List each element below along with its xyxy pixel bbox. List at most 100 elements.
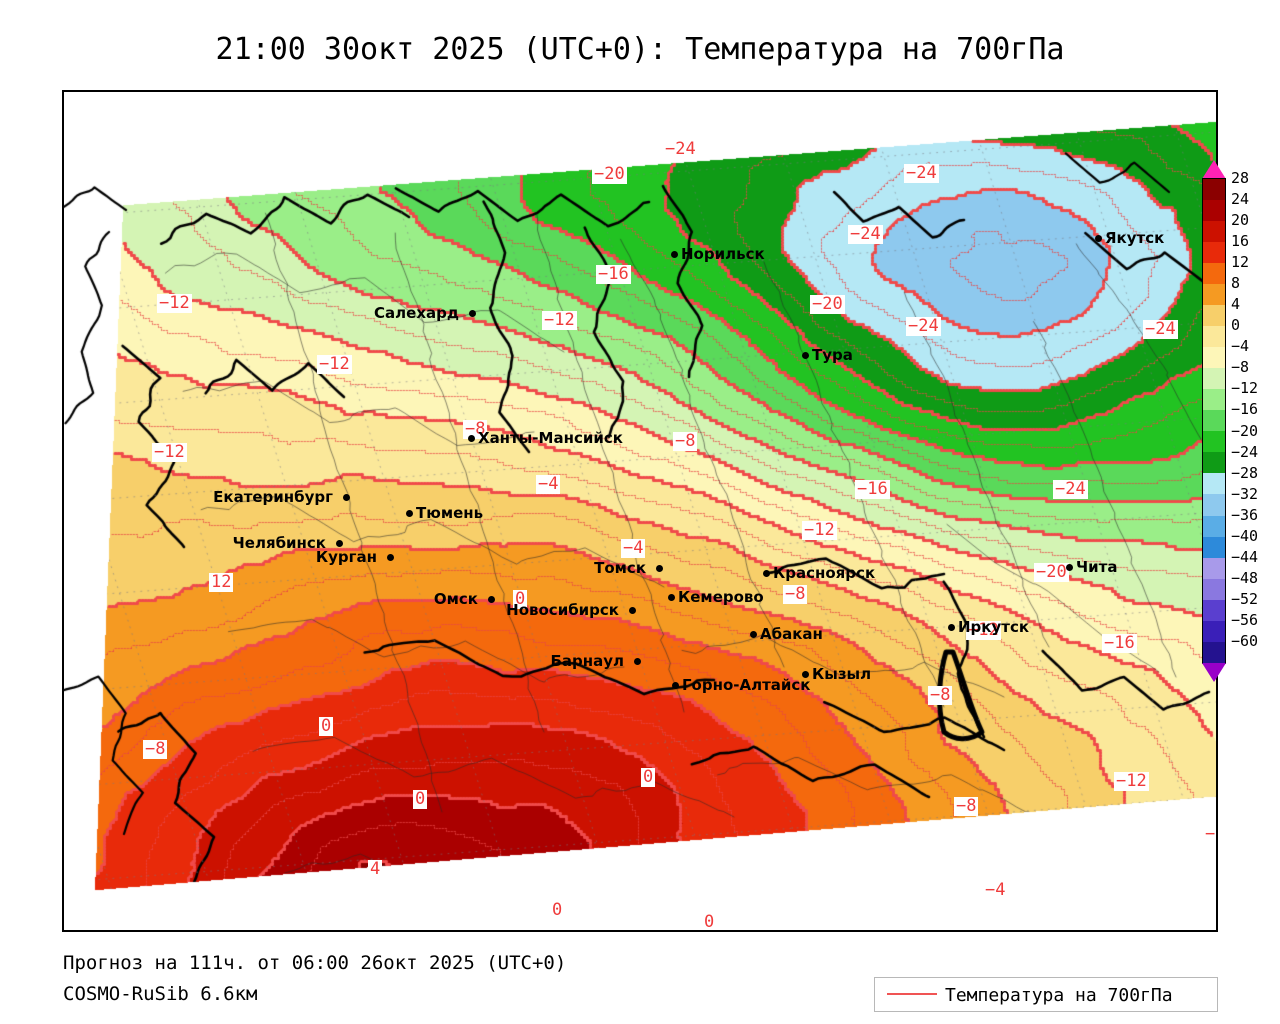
- contour-label: −8: [783, 584, 808, 604]
- colorbar-swatch: [1203, 473, 1225, 495]
- city-label: Иркутск: [958, 618, 1030, 636]
- colorbar-swatch: [1203, 284, 1225, 306]
- contour-label: 0: [413, 789, 428, 809]
- contour-label: −20: [1034, 562, 1069, 582]
- contour-label: −12: [152, 442, 187, 462]
- city-dot: [387, 554, 394, 561]
- colorbar-swatch: [1203, 578, 1225, 600]
- city-dot: [343, 494, 350, 501]
- contour-label: 0: [702, 912, 717, 932]
- city-label: Тюмень: [416, 504, 484, 522]
- city-label: Курган: [315, 548, 377, 566]
- contour-label: −12: [317, 354, 352, 374]
- city-dot: [1095, 235, 1102, 242]
- contour-label: −8: [463, 419, 488, 439]
- city-label: Абакан: [760, 625, 823, 643]
- colorbar-tick-label: −48: [1231, 568, 1259, 587]
- model-info-line: COSMO-RuSib 6.6км: [63, 983, 258, 1005]
- colorbar-swatch: [1203, 494, 1225, 516]
- city-label: Кемерово: [678, 588, 764, 606]
- contour-label: −12: [157, 293, 192, 313]
- colorbar-tick-label: 16: [1231, 232, 1250, 251]
- colorbar-swatch: [1203, 389, 1225, 411]
- contour-label: −4: [621, 538, 646, 558]
- colorbar-swatch: [1203, 452, 1225, 474]
- colorbar-swatch: [1203, 368, 1225, 390]
- contour-label: 0: [319, 716, 334, 736]
- contour-label: −16: [596, 264, 631, 284]
- map-frame: −12 −12 −12 −16 −12 −24 −20 −24 −24 −20 −24 −24 −24 −…: [62, 90, 1218, 932]
- city-label: Ханты-Мансийск: [478, 429, 623, 447]
- contour-label: −4: [983, 880, 1008, 900]
- colorbar-tick-label: 0: [1231, 316, 1241, 335]
- contour-label: 4: [368, 859, 383, 879]
- colorbar-swatch: [1203, 326, 1225, 348]
- colorbar-swatch: [1203, 179, 1225, 201]
- city-label: Якутск: [1105, 229, 1165, 247]
- contour-label: −24: [1143, 319, 1178, 339]
- city-label: Барнаул: [550, 652, 624, 670]
- contour-label: −24: [663, 139, 698, 159]
- colorbar-tick-label: −24: [1231, 442, 1259, 461]
- contour-label: −12: [1114, 771, 1149, 791]
- colorbar-tick-label: −60: [1231, 631, 1259, 650]
- colorbar-swatch: [1203, 641, 1225, 663]
- city-dot: [468, 435, 475, 442]
- colorbar-over-arrow: [1202, 160, 1226, 179]
- colorbar-tick-label: −16: [1231, 400, 1259, 419]
- city-label: Екатеринбург: [213, 488, 333, 506]
- colorbar-tick-label: −36: [1231, 505, 1259, 524]
- contour-label: −24: [848, 224, 883, 244]
- contour-label: −4: [536, 474, 561, 494]
- contour-label: −16: [1102, 633, 1137, 653]
- colorbar-swatch: [1203, 410, 1225, 432]
- city-dot: [763, 570, 770, 577]
- colorbar-swatch: [1203, 347, 1225, 369]
- colorbar-tick-label: 20: [1231, 211, 1250, 230]
- colorbar-swatch: [1203, 200, 1225, 222]
- city-dot: [634, 658, 641, 665]
- colorbar-swatch: [1203, 515, 1225, 537]
- contour-label: −20: [810, 294, 845, 314]
- page-title: 21:00 30окт 2025 (UTC+0): Температура на…: [215, 32, 1065, 67]
- city-label: Чита: [1076, 558, 1118, 576]
- city-dot: [488, 596, 495, 603]
- colorbar-tick-label: −32: [1231, 484, 1259, 503]
- city-label: Челябинск: [232, 534, 326, 552]
- contour-label: −8: [673, 431, 698, 451]
- colorbar-tick-label: 4: [1231, 295, 1241, 314]
- contour-label: −8: [143, 739, 168, 759]
- colorbar-swatch: [1203, 620, 1225, 642]
- city-dot: [672, 682, 679, 689]
- colorbar-tick-label: −8: [1231, 358, 1250, 377]
- contour-label: −12: [542, 310, 577, 330]
- colorbar-tick-label: −12: [1231, 379, 1259, 398]
- colorbar-swatch: [1203, 263, 1225, 285]
- city-dot: [671, 251, 678, 258]
- city-label: Тура: [812, 346, 853, 364]
- city-label: Новосибирск: [506, 601, 619, 619]
- colorbar-tick-label: −40: [1231, 526, 1259, 545]
- city-dot: [336, 540, 343, 547]
- contour-label: −24: [1053, 479, 1088, 499]
- colorbar-swatch: [1203, 557, 1225, 579]
- contour-label: −20: [592, 164, 627, 184]
- city-label: Горно-Алтайск: [682, 676, 811, 694]
- contour-label: 12: [209, 572, 234, 592]
- colorbar-tick-label: 24: [1231, 190, 1250, 209]
- colorbar-under-arrow: [1202, 663, 1226, 682]
- contour-label: −8: [1203, 825, 1216, 844]
- city-label: Салехард: [374, 304, 459, 322]
- legend-label: Температура на 700гПа: [945, 985, 1173, 1006]
- city-dot: [656, 565, 663, 572]
- city-label: Кызыл: [812, 665, 872, 683]
- city-dot: [1066, 564, 1073, 571]
- colorbar-swatch: [1203, 305, 1225, 327]
- colorbar-tick-label: 8: [1231, 274, 1241, 293]
- colorbar-tick-label: −28: [1231, 463, 1259, 482]
- forecast-info-line: Прогноз на 111ч. от 06:00 26окт 2025 (UT…: [63, 952, 567, 974]
- colorbar-swatch: [1203, 221, 1225, 243]
- city-dot: [802, 352, 809, 359]
- contour-label: −12: [802, 520, 837, 540]
- contour-label: −24: [904, 163, 939, 183]
